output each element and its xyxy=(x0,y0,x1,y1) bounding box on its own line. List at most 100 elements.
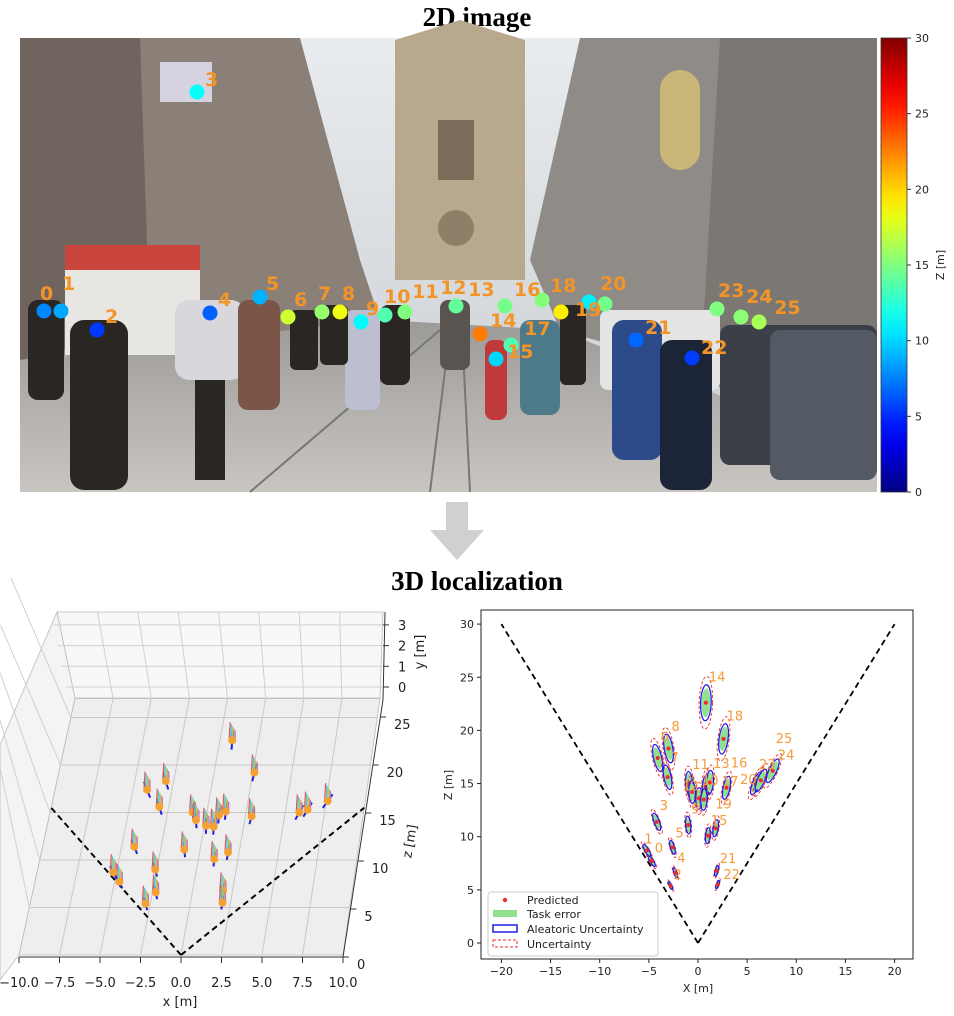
back-wall-gridline xyxy=(177,611,190,699)
point-label: 12 xyxy=(682,780,699,795)
detection-dot xyxy=(353,314,369,330)
predicted-point xyxy=(690,790,695,795)
detection-dot xyxy=(189,84,205,100)
uncertainty-ellipse xyxy=(684,811,693,839)
x3d-tick-label: −5.0 xyxy=(84,976,116,991)
detection-dot xyxy=(89,322,105,338)
back-wall-gridline xyxy=(218,611,228,699)
skeleton-limb xyxy=(152,874,155,891)
skeleton-limb xyxy=(210,808,213,825)
predicted-point xyxy=(724,785,729,790)
uncertainty-ellipse xyxy=(763,753,783,789)
detection-label: 4 xyxy=(218,289,231,311)
predicted-point xyxy=(703,700,708,705)
z-tick-label: 10 xyxy=(460,831,474,844)
skeleton-limb xyxy=(162,763,165,780)
predicted-point xyxy=(655,756,660,761)
predicted-point xyxy=(654,819,659,824)
localized-point xyxy=(141,899,150,908)
detection-label: 20 xyxy=(600,273,626,295)
detection-dot xyxy=(36,303,52,319)
detection-dot xyxy=(628,332,644,348)
x3d-tick-label: −2.5 xyxy=(125,976,157,991)
localized-point xyxy=(115,877,124,886)
localized-point xyxy=(210,855,219,864)
aleatoric-ellipse xyxy=(652,812,662,832)
skeleton-limb xyxy=(151,851,154,868)
x-tick-label: 15 xyxy=(838,965,852,978)
predicted-point xyxy=(649,859,654,864)
detection-label: 15 xyxy=(507,341,533,363)
detection-dot xyxy=(581,294,597,310)
aleatoric-ellipse xyxy=(712,819,720,838)
detection-label: 0 xyxy=(40,283,53,305)
localized-point xyxy=(143,785,152,794)
uncertainty-ellipse xyxy=(661,758,674,796)
predicted-point xyxy=(701,797,706,802)
skeleton-limb xyxy=(163,765,166,780)
skeleton-limb xyxy=(111,856,114,871)
uncertainty-ellipse xyxy=(661,726,676,770)
x3d-tick-label: 0.0 xyxy=(171,976,192,991)
back-wall xyxy=(56,611,384,699)
detection-dot xyxy=(332,304,348,320)
y3d-tick-label: 1 xyxy=(398,660,406,675)
x-tick-label: −10 xyxy=(588,965,611,978)
street-photo xyxy=(20,20,877,493)
point-label: 1 xyxy=(644,832,652,847)
floor-gridline xyxy=(140,698,190,956)
localized-point xyxy=(295,808,304,817)
detection-label: 7 xyxy=(318,283,331,305)
x3d-tick-label: −10.0 xyxy=(0,976,39,991)
point-label: 0 xyxy=(655,842,663,857)
uncertainty-ellipse xyxy=(698,675,714,730)
skeleton-limb xyxy=(190,796,193,811)
z-tick-label: 30 xyxy=(460,618,474,631)
left-wall-gridline xyxy=(0,624,61,766)
skeleton-limb xyxy=(220,886,223,901)
z-tick-label: 15 xyxy=(460,778,474,791)
legend-aleatoric-swatch xyxy=(492,924,518,933)
x-tick-label: 20 xyxy=(888,965,902,978)
localized-point xyxy=(323,797,332,806)
skeleton-limb xyxy=(228,722,231,739)
z3d-tick-label: 20 xyxy=(387,766,404,781)
point-label: 15 xyxy=(711,814,728,829)
localized-point xyxy=(155,802,164,811)
aleatoric-ellipse xyxy=(705,769,715,796)
predicted-point xyxy=(666,746,671,751)
y3d-axis-line xyxy=(382,611,386,701)
localized-point xyxy=(303,805,312,814)
floor-gridline xyxy=(261,698,305,956)
point-label: 16 xyxy=(731,757,748,772)
plot-3d-localization: −10.0 −7.5 −5.0 −2.5 0.0 2.5 5.0 7.5 10.00510152… xyxy=(0,577,411,991)
x-tick-label: −15 xyxy=(539,965,562,978)
z3d-axis-line xyxy=(342,699,384,958)
detection-dot xyxy=(684,350,700,366)
aleatoric-ellipse xyxy=(700,788,708,811)
detection-dot xyxy=(733,309,749,325)
point-label: 18 xyxy=(727,710,744,725)
fov-cone-left xyxy=(50,807,182,956)
aleatoric-ellipse xyxy=(684,815,692,835)
skeleton xyxy=(155,788,163,805)
aleatoric-ellipse xyxy=(765,758,780,784)
localized-point xyxy=(218,898,227,907)
point-label: 14 xyxy=(709,671,726,686)
point-label: 20 xyxy=(740,773,757,788)
aleatoric-ellipse xyxy=(718,723,730,755)
uncertainty-ellipse xyxy=(752,763,770,798)
predicted-point xyxy=(714,868,719,873)
point-label: 21 xyxy=(720,852,737,867)
uncertainty-ellipse xyxy=(716,716,731,762)
skeleton-limb xyxy=(250,754,254,771)
predicted-point xyxy=(668,883,673,888)
predicted-point xyxy=(707,780,712,785)
localized-point xyxy=(224,848,233,857)
floor-gridline xyxy=(59,698,114,956)
localized-point xyxy=(161,777,170,786)
skeleton-limb xyxy=(153,876,156,891)
left-wall-gridline xyxy=(0,719,41,861)
skeleton-limb xyxy=(182,833,185,848)
aleatoric-ellipse xyxy=(642,843,652,858)
